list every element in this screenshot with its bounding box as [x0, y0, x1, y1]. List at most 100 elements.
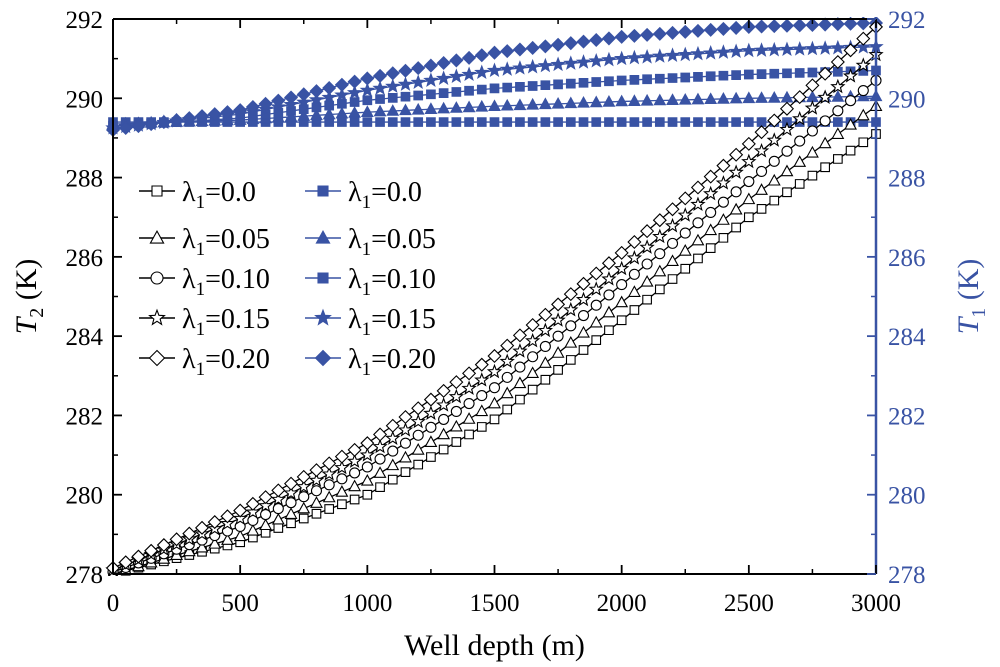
- data-point: [526, 97, 540, 110]
- data-point: [448, 68, 465, 83]
- data-point: [842, 68, 859, 83]
- data-point: [284, 507, 298, 519]
- data-point: [564, 335, 578, 348]
- data-point: [693, 117, 703, 127]
- data-point: [654, 248, 666, 260]
- data-point: [691, 233, 705, 246]
- legend-label: λ1=0.05: [348, 224, 436, 260]
- data-point: [794, 179, 805, 189]
- data-point: [678, 24, 693, 39]
- data-point: [400, 117, 411, 127]
- data-point: [665, 25, 680, 40]
- data-point: [666, 254, 679, 267]
- data-point: [741, 153, 757, 169]
- data-point: [233, 103, 248, 118]
- y-right-tick-label: 282: [888, 403, 926, 430]
- data-point: [667, 73, 678, 83]
- data-point: [781, 145, 793, 157]
- data-point: [360, 71, 375, 86]
- data-point: [311, 508, 322, 519]
- data-point: [843, 17, 858, 31]
- data-point: [718, 117, 729, 127]
- data-point: [830, 78, 846, 94]
- data-point: [845, 95, 857, 107]
- data-point: [144, 117, 159, 132]
- data-point: [857, 85, 869, 97]
- data-point: [627, 28, 642, 43]
- data-point: [169, 532, 184, 547]
- data-point: [489, 117, 500, 127]
- series-group: [105, 17, 884, 576]
- data-point: [373, 466, 387, 478]
- data-point: [807, 67, 818, 78]
- x-axis-title: Well depth (m): [404, 629, 585, 662]
- legend-item: λ1=0.15: [305, 304, 436, 340]
- legend-item: λ1=0.05: [305, 224, 436, 260]
- data-point: [334, 77, 349, 92]
- data-point: [423, 58, 438, 73]
- data-point: [474, 64, 490, 80]
- data-point: [501, 371, 513, 383]
- data-point: [194, 520, 210, 535]
- data-point: [693, 72, 703, 82]
- x-tick-label: 1500: [470, 590, 520, 617]
- data-point: [207, 515, 222, 530]
- y-left-tick-label: 292: [66, 7, 104, 34]
- y-left-tick-label: 286: [66, 245, 104, 272]
- data-point: [400, 91, 411, 102]
- data-point: [322, 107, 336, 120]
- data-point: [476, 422, 487, 432]
- data-point: [591, 77, 602, 87]
- data-point: [397, 422, 414, 437]
- data-point: [285, 497, 297, 509]
- data-point: [286, 518, 296, 529]
- data-point: [626, 249, 643, 265]
- data-point: [564, 96, 578, 109]
- data-point: [807, 117, 818, 127]
- x-tick-label: 2000: [597, 590, 647, 617]
- data-point: [856, 17, 871, 31]
- data-point: [831, 127, 845, 139]
- data-point: [385, 430, 401, 445]
- data-point: [360, 473, 374, 486]
- data-point: [335, 106, 349, 119]
- data-point: [474, 357, 489, 372]
- data-point: [346, 453, 363, 468]
- data-point: [527, 384, 538, 395]
- data-point: [833, 117, 843, 127]
- data-point: [475, 99, 489, 112]
- data-point: [385, 78, 401, 93]
- data-point: [589, 315, 603, 328]
- legend-label: λ1=0.20: [348, 344, 436, 380]
- data-point: [767, 19, 782, 34]
- data-point: [667, 274, 678, 284]
- legend-marker: [317, 272, 329, 284]
- data-point: [551, 37, 566, 52]
- data-point: [730, 186, 742, 198]
- data-point: [386, 458, 400, 471]
- data-point: [348, 106, 362, 118]
- legend-label: λ1=0.10: [348, 264, 436, 300]
- data-point: [426, 117, 436, 127]
- data-point: [628, 268, 640, 280]
- data-point: [604, 325, 614, 336]
- data-point: [705, 243, 716, 253]
- data-point: [576, 276, 591, 291]
- data-point: [716, 21, 731, 36]
- data-point: [144, 543, 159, 558]
- y-left-tick-label: 282: [66, 403, 104, 430]
- data-point: [450, 405, 462, 418]
- data-point: [833, 154, 843, 164]
- data-point: [602, 95, 616, 107]
- data-point: [743, 175, 755, 188]
- data-point: [577, 95, 590, 108]
- legend-item: λ1=0.20: [305, 344, 436, 380]
- data-point: [398, 63, 413, 78]
- data-point: [780, 164, 794, 177]
- data-point: [805, 90, 819, 103]
- data-point: [527, 351, 539, 363]
- y-right-tick-label: 278: [888, 562, 926, 589]
- data-point: [680, 263, 691, 274]
- data-point: [385, 418, 400, 433]
- data-point: [766, 41, 782, 57]
